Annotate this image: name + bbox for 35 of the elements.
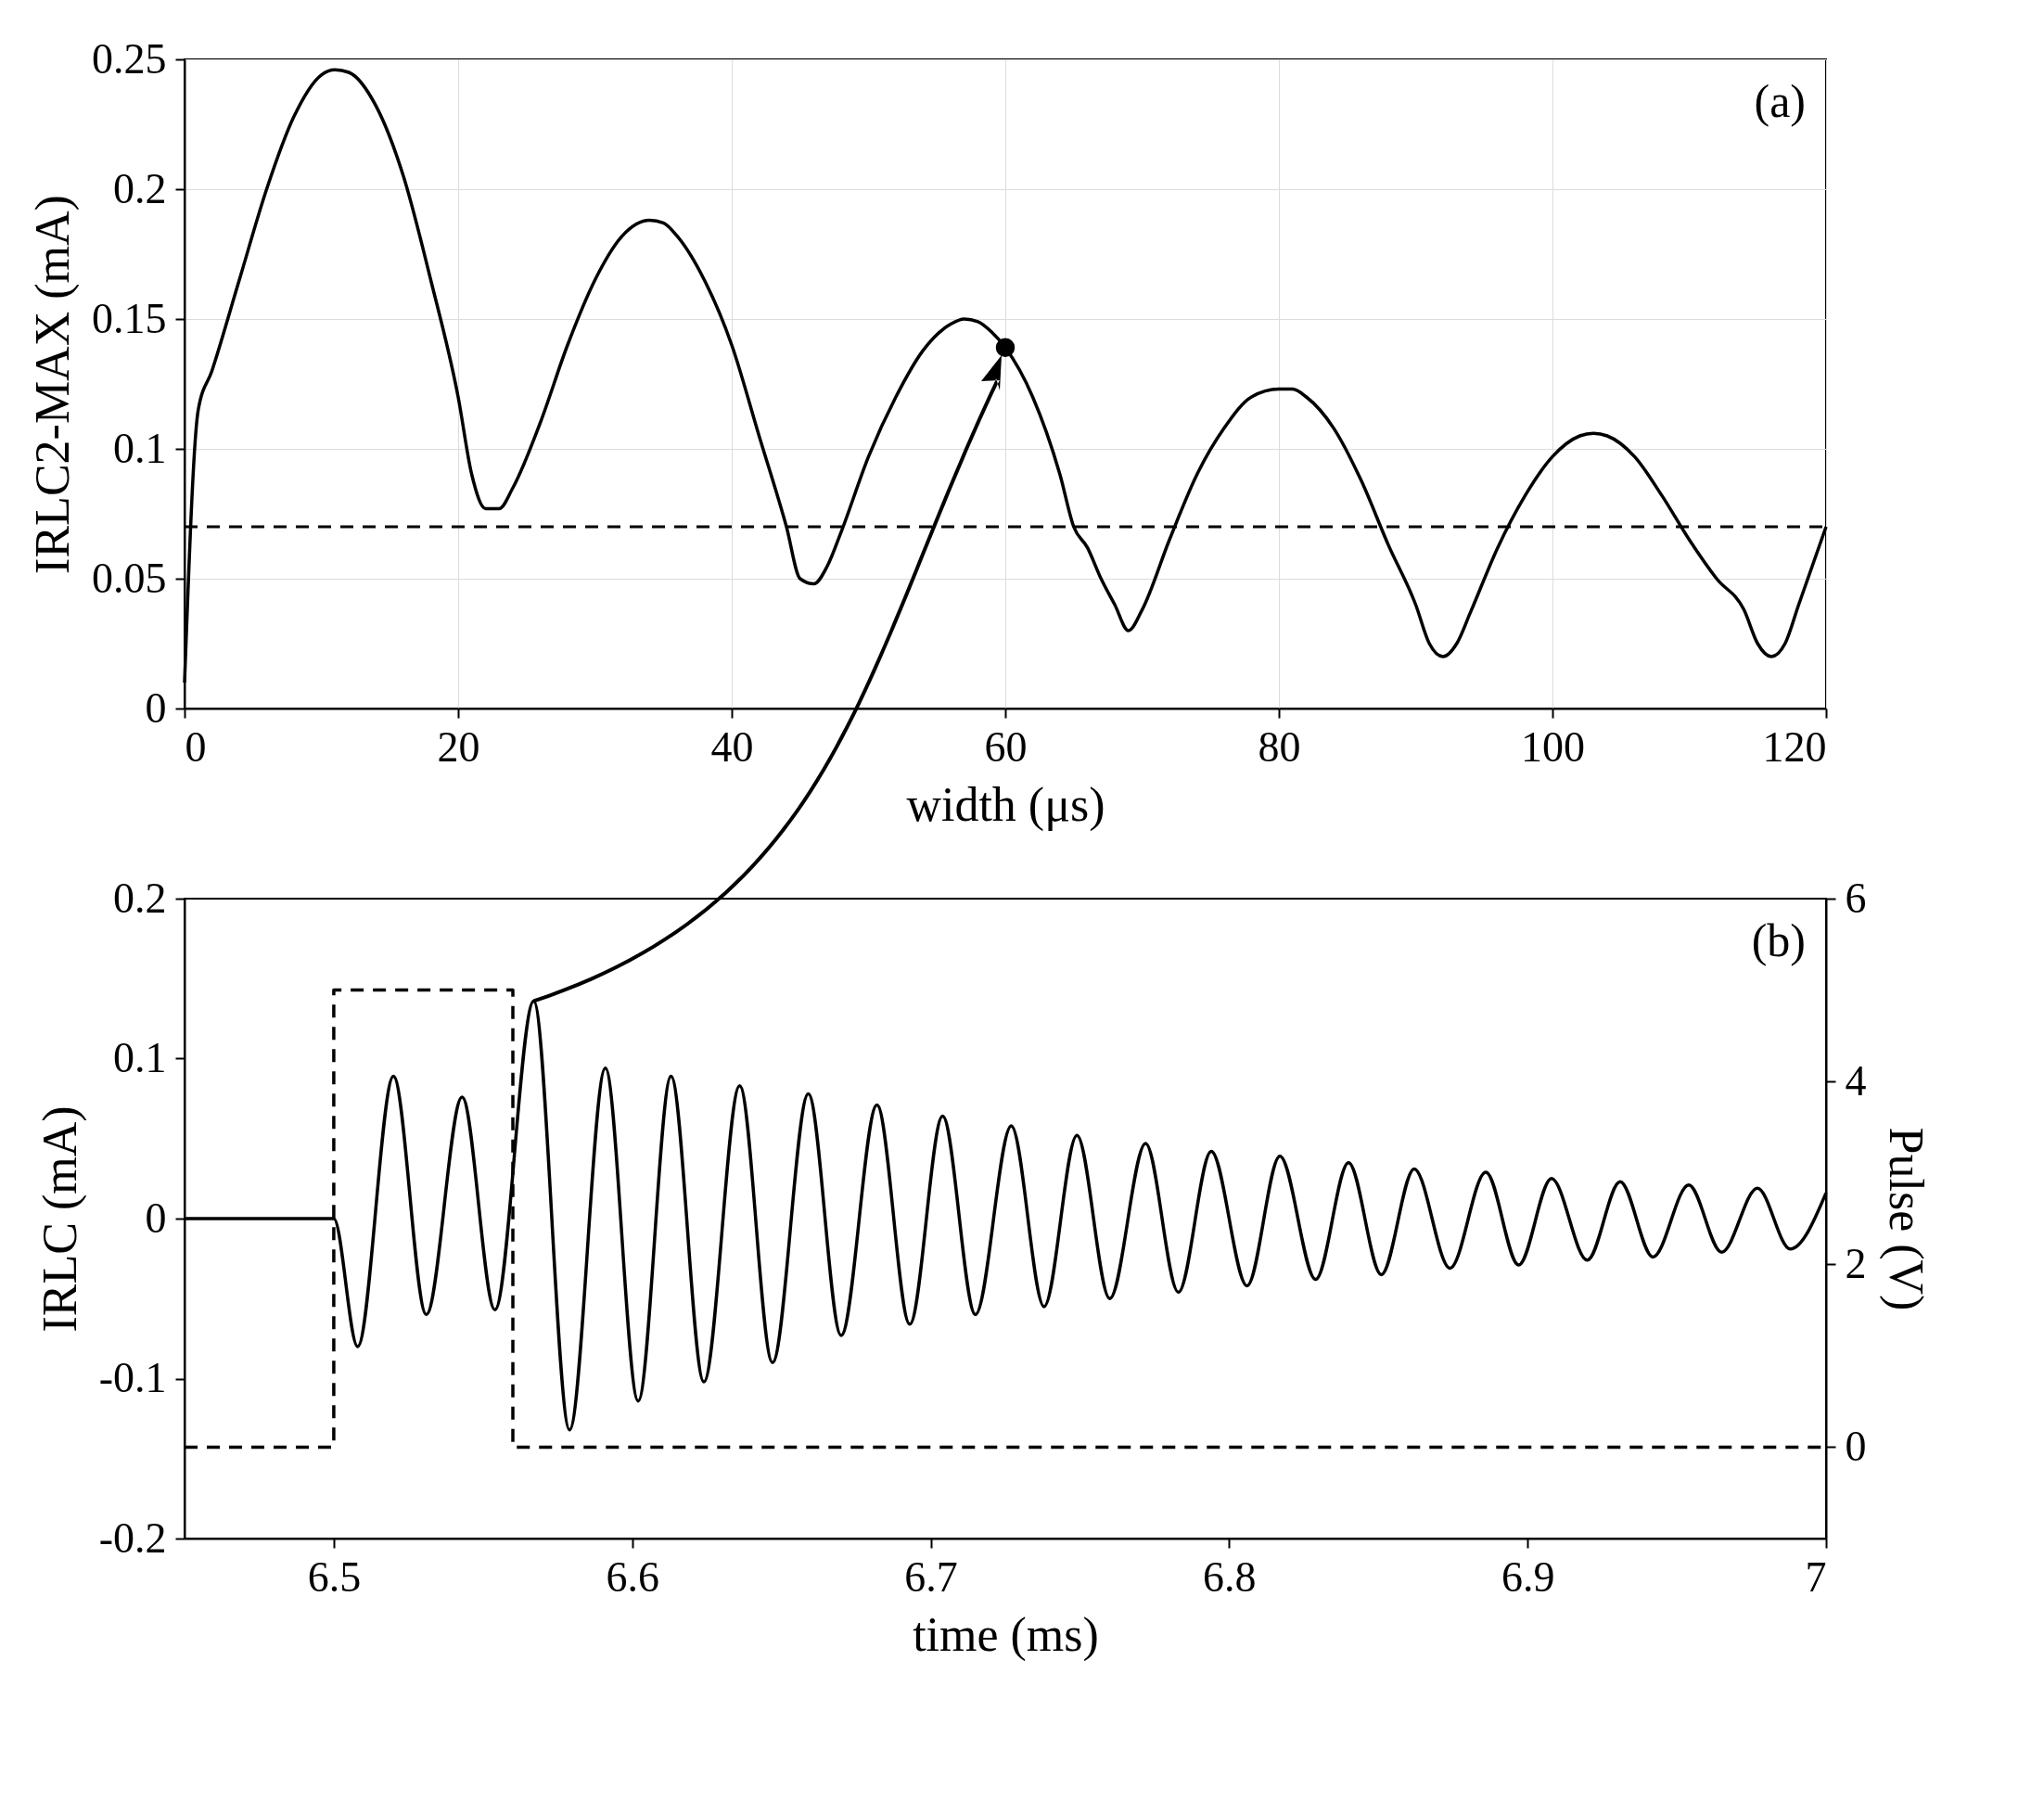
annotation: (a) — [1754, 75, 1806, 127]
x-axis-title: time (ms) — [913, 1607, 1099, 1662]
x-tick-label: 80 — [1258, 722, 1301, 771]
y-tick-label: 0.25 — [92, 34, 167, 83]
x-axis-title: width (μs) — [906, 777, 1105, 832]
x-tick-label: 6.8 — [1203, 1552, 1257, 1601]
y-axis-title: IRLC2-MAX (mA) — [26, 195, 80, 574]
x-tick-label: 60 — [984, 722, 1028, 771]
y2-axis-title: Pulse (V) — [1878, 1127, 1933, 1311]
y2-tick-label: 2 — [1845, 1239, 1867, 1287]
x-tick-label: 120 — [1762, 722, 1827, 771]
x-tick-label: 6.5 — [307, 1552, 362, 1601]
x-tick-label: 100 — [1521, 722, 1585, 771]
y2-tick-label: 6 — [1845, 874, 1867, 922]
y-tick-label: 0.1 — [113, 424, 167, 472]
x-tick-label: 6.7 — [904, 1552, 958, 1601]
y-tick-label: -0.2 — [98, 1514, 167, 1562]
y-tick-label: -0.1 — [98, 1354, 167, 1401]
y-tick-label: 0.2 — [113, 164, 167, 212]
y-tick-label: 0.2 — [113, 874, 167, 922]
x-tick-label: 20 — [437, 722, 480, 771]
y-tick-label: 0 — [145, 683, 167, 732]
y-tick-label: 0.15 — [92, 294, 167, 342]
y-axis-title: IRLC (mA) — [32, 1105, 87, 1333]
x-tick-label: 7 — [1805, 1552, 1827, 1601]
y2-tick-label: 4 — [1845, 1056, 1867, 1105]
x-tick-label: 0 — [185, 722, 207, 771]
x-tick-label: 40 — [710, 722, 754, 771]
y2-tick-label: 0 — [1845, 1422, 1867, 1470]
x-tick-label: 6.6 — [606, 1552, 659, 1601]
y-tick-label: 0 — [145, 1194, 167, 1242]
x-tick-label: 6.9 — [1501, 1552, 1555, 1601]
annotation: (b) — [1751, 914, 1806, 966]
y-tick-label: 0.05 — [92, 554, 167, 602]
y-tick-label: 0.1 — [113, 1034, 167, 1081]
